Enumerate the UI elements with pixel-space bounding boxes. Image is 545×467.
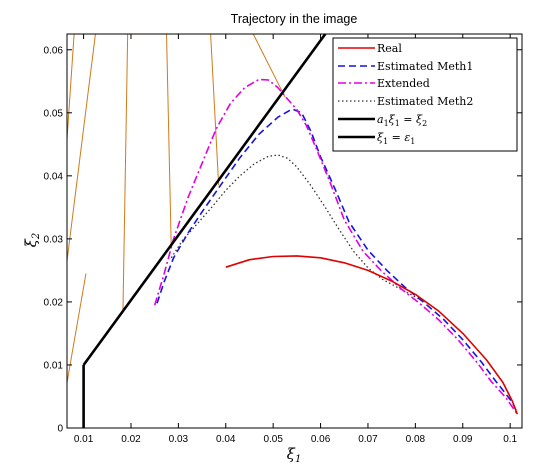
series-line-a1-1-2 — [82, 34, 327, 366]
y-tick-label: 0.04 — [44, 171, 64, 182]
y-tick-label: 0.02 — [44, 297, 64, 308]
series-group — [82, 34, 519, 428]
hatch-line-2 — [67, 34, 75, 140]
series-line-estimated-meth2 — [170, 154, 426, 303]
y-tick-label: 0.06 — [44, 45, 64, 56]
legend-label-boundary-line: a1ξ1 = ξ2 — [377, 113, 427, 128]
hatch-line-0 — [67, 273, 87, 383]
legend-label-extended: Extended — [377, 77, 430, 90]
legend: Real Estimated Meth1 Extended Estimated … — [332, 37, 518, 152]
legend-label-estimated-meth2: Estimated Meth2 — [377, 95, 473, 108]
series-line-extended — [153, 78, 518, 415]
legend-label-real: Real — [377, 42, 402, 55]
hatch-line-6 — [210, 34, 220, 186]
x-tick-label: 0.07 — [358, 434, 378, 445]
x-tick-label: 0.06 — [311, 434, 331, 445]
x-axis: 0.01 0.02 0.03 0.04 0.05 0.06 0.07 0.08 0.09 0.1 — [74, 34, 518, 445]
hatched-region — [67, 34, 286, 383]
hatch-line-4 — [166, 34, 172, 249]
plot-frame — [66, 33, 523, 429]
chart-title: Trajectory in the image — [231, 12, 358, 26]
y-axis: 0 0.01 0.02 0.03 0.04 0.05 0.06 — [44, 45, 522, 435]
hatch-line-3 — [122, 34, 129, 313]
x-tick-label: 0.02 — [121, 434, 141, 445]
x-tick-label: 0.1 — [503, 434, 517, 445]
y-tick-label: 0.01 — [44, 360, 64, 371]
y-tick-label: 0.03 — [44, 234, 64, 245]
x-tick-label: 0.04 — [216, 434, 236, 445]
legend-box — [332, 37, 518, 152]
legend-label-vertical-boundary: ξ1 = ε1 — [377, 131, 415, 146]
x-tick-label: 0.08 — [406, 434, 426, 445]
x-tick-label: 0.05 — [263, 434, 283, 445]
x-tick-label: 0.01 — [74, 434, 94, 445]
y-tick-label: 0 — [57, 424, 63, 435]
y-tick-label: 0.05 — [44, 108, 64, 119]
x-tick-label: 0.09 — [453, 434, 473, 445]
x-tick-label: 0.03 — [169, 434, 189, 445]
hatch-line-1 — [67, 34, 96, 262]
series-line-real — [225, 255, 519, 415]
legend-label-estimated-meth1: Estimated Meth1 — [377, 60, 473, 73]
hatch-line-7 — [252, 34, 286, 98]
